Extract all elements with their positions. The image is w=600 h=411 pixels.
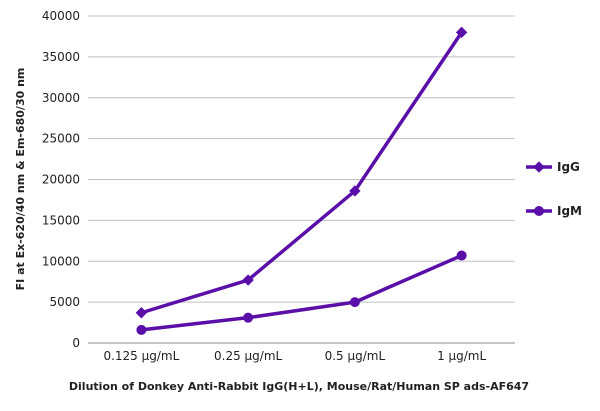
x-tick-label: 0.5 µg/mL — [325, 349, 386, 363]
data-point-igg — [349, 185, 361, 197]
x-tick-label: 0.25 µg/mL — [214, 349, 283, 363]
gridlines — [88, 15, 515, 344]
y-tick-label: 25000 — [42, 132, 80, 146]
y-tick-label: 10000 — [42, 254, 80, 268]
y-tick-label: 15000 — [42, 213, 80, 227]
data-point-igg — [455, 26, 468, 39]
y-tick-labels: 0 5000 10000 15000 20000 25000 30000 35000 40000 — [42, 9, 80, 350]
legend-item-igg: IgG — [526, 160, 580, 174]
legend-marker — [534, 206, 544, 216]
series-lines — [135, 26, 468, 335]
series-line-igm — [139, 253, 464, 332]
data-point-igm — [243, 312, 254, 323]
y-tick-label: 30000 — [42, 91, 80, 105]
y-tick-label: 0 — [72, 336, 80, 350]
x-tick-label: 1 µg/mL — [437, 349, 486, 363]
data-point-igg — [135, 307, 148, 319]
legend-label: IgG — [557, 160, 580, 174]
data-point-igm — [136, 324, 147, 335]
x-axis-title: Dilution of Donkey Anti-Rabbit IgG(H+L),… — [69, 380, 529, 393]
data-point-igm — [349, 297, 360, 308]
data-point-igg — [242, 274, 254, 286]
y-tick-label: 20000 — [42, 173, 80, 187]
x-tick-label: 0.125 µg/mL — [103, 349, 179, 363]
data-point-igm — [456, 250, 467, 261]
y-axis-title: FI at Ex-620/40 nm & Em-680/30 nm — [14, 68, 27, 291]
legend-label: IgM — [557, 204, 582, 218]
legend-marker — [533, 161, 545, 173]
legend: IgG IgM — [526, 160, 582, 218]
legend-item-igm: IgM — [526, 204, 582, 218]
y-tick-label: 5000 — [49, 295, 80, 309]
y-tick-label: 35000 — [42, 50, 80, 64]
series-igg — [135, 26, 468, 319]
series-igm — [136, 250, 467, 335]
y-tick-label: 40000 — [42, 9, 80, 23]
series-line-igg — [139, 30, 464, 315]
x-tick-labels: 0.125 µg/mL 0.25 µg/mL 0.5 µg/mL 1 µg/mL — [103, 349, 486, 363]
